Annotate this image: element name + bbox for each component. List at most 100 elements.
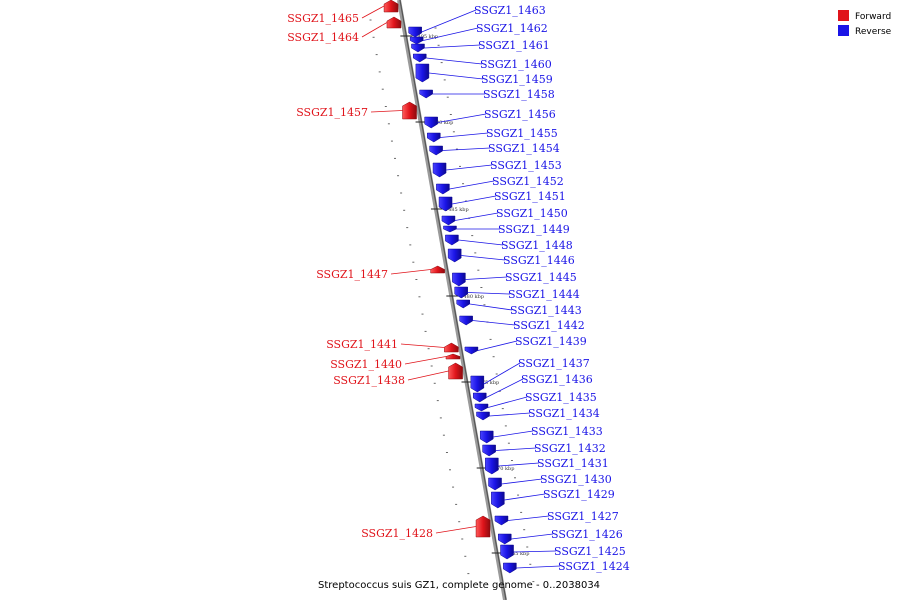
reverse-gene-leader	[516, 565, 561, 569]
reverse-gene	[452, 272, 466, 287]
reverse-gene	[447, 248, 462, 263]
reverse-gene	[429, 145, 443, 156]
reverse-gene-label: SSGZ1_1443	[510, 304, 582, 317]
forward-gene-label: SSGZ1_1465	[287, 12, 359, 25]
axis-tick-label: 1495 kbp	[414, 34, 438, 40]
reverse-gene-leader	[454, 212, 499, 221]
forward-gene-leader	[400, 343, 445, 348]
axis-ticks: 1495 kbp 1490 kbp 1485 kbp 1480 kbp 1475 kbp…	[369, 19, 535, 583]
axis-tick-label: 1465 kbp	[506, 551, 530, 557]
reverse-gene-leader	[511, 533, 554, 540]
reverse-gene-label: SSGZ1_1444	[508, 288, 580, 301]
reverse-gene-label: SSGZ1_1451	[494, 190, 566, 203]
reverse-gene	[482, 444, 496, 457]
reverse-gene	[419, 89, 433, 99]
reverse-gene-leader	[489, 412, 531, 417]
reverse-gene	[424, 116, 438, 129]
reverse-gene-leader	[421, 9, 477, 33]
reverse-gene-label: SSGZ1_1453	[490, 159, 562, 172]
reverse-gene-label: SSGZ1_1460	[480, 58, 552, 71]
genome-axis	[397, 0, 507, 600]
forward-gene-label: SSGZ1_1464	[287, 31, 359, 44]
axis-tick-label: 1470 kbp	[491, 466, 515, 472]
reverse-gene-label: SSGZ1_1437	[518, 357, 590, 370]
reverse-gene	[438, 196, 453, 212]
reverse-gene	[454, 286, 468, 299]
forward-gene-label: SSGZ1_1441	[326, 338, 398, 351]
forward-gene	[386, 16, 402, 29]
reverse-gene-leader	[513, 550, 557, 553]
reverse-gene	[497, 533, 512, 545]
reverse-gene-leader	[458, 239, 504, 246]
reverse-gene-label: SSGZ1_1432	[534, 442, 606, 455]
legend-reverse-label: Reverse	[855, 27, 892, 37]
reverse-gene-leader	[440, 132, 489, 138]
reverse-gene-leader	[465, 276, 508, 280]
reverse-gene	[445, 234, 459, 246]
reverse-gene-label: SSGZ1_1450	[496, 207, 568, 220]
forward-gene-leader	[390, 269, 431, 275]
reverse-gene-label: SSGZ1_1436	[521, 373, 593, 386]
reverse-gene	[427, 132, 441, 143]
reverse-gene-leader	[504, 493, 546, 501]
reverse-gene	[443, 225, 457, 233]
forward-gene-leader	[435, 526, 477, 534]
reverse-gene-leader	[501, 478, 543, 485]
reverse-gene	[411, 43, 425, 53]
reverse-gene-label: SSGZ1_1425	[554, 545, 626, 558]
reverse-gene-leader	[498, 462, 540, 467]
reverse-gene-label: SSGZ1_1442	[513, 319, 585, 332]
reverse-gene-leader	[445, 164, 493, 171]
legend-forward-swatch	[838, 10, 849, 21]
forward-gene-leader	[370, 110, 403, 113]
forward-gene	[475, 515, 491, 538]
reverse-gene-leader	[451, 195, 497, 205]
reverse-gene	[472, 392, 487, 403]
reverse-gene	[432, 162, 447, 178]
reverse-gene-leader	[424, 44, 481, 49]
reverse-gene	[436, 183, 450, 195]
reverse-gene	[415, 63, 430, 83]
reverse-gene-leader	[507, 515, 550, 521]
reverse-gene-leader	[493, 430, 534, 438]
reverse-gene-leader	[437, 113, 487, 123]
reverse-gene	[456, 299, 470, 309]
forward-gene-label: SSGZ1_1428	[361, 527, 433, 540]
reverse-gene	[408, 26, 422, 38]
reverse-gene	[412, 53, 427, 63]
reverse-gene-label: SSGZ1_1426	[551, 528, 623, 541]
label-leaders	[361, 5, 561, 569]
reverse-gene	[464, 346, 479, 355]
forward-gene-label: SSGZ1_1457	[296, 106, 368, 119]
reverse-gene	[485, 457, 499, 475]
reverse-gene	[503, 562, 517, 574]
forward-gene-leader	[407, 370, 449, 381]
reverse-gene-label: SSGZ1_1424	[558, 560, 630, 573]
reverse-gene	[500, 544, 514, 560]
axis-tick-label: 1485 kbp	[445, 207, 469, 213]
legend-reverse-swatch	[838, 25, 849, 36]
reverse-gene-label: SSGZ1_1434	[528, 407, 600, 420]
reverse-gene	[441, 215, 456, 226]
reverse-gene-leader	[423, 27, 479, 41]
reverse-gene	[479, 430, 494, 444]
forward-gene	[402, 101, 417, 120]
forward-gene-leader	[361, 22, 388, 38]
forward-gene	[444, 342, 459, 353]
forward-gene	[445, 353, 461, 360]
reverse-gene-leader	[477, 340, 518, 351]
reverse-gene-leader	[428, 72, 484, 80]
legend-forward-label: Forward	[855, 12, 891, 22]
gene-track	[383, 0, 517, 574]
forward-gene-leader	[404, 356, 447, 365]
reverse-gene-label: SSGZ1_1435	[525, 391, 597, 404]
reverse-gene-label: SSGZ1_1445	[505, 271, 577, 284]
forward-gene	[430, 265, 445, 274]
axis-tick-label: 1480 kbp	[460, 294, 484, 300]
axis-tick-label: 1475 kbp	[475, 380, 499, 386]
reverse-gene-label: SSGZ1_1452	[492, 175, 564, 188]
reverse-gene-leader	[487, 396, 528, 408]
reverse-gene	[470, 375, 485, 393]
axis-tick-label: 1490 kbp	[430, 120, 454, 126]
reverse-gene-label: SSGZ1_1446	[503, 254, 575, 267]
